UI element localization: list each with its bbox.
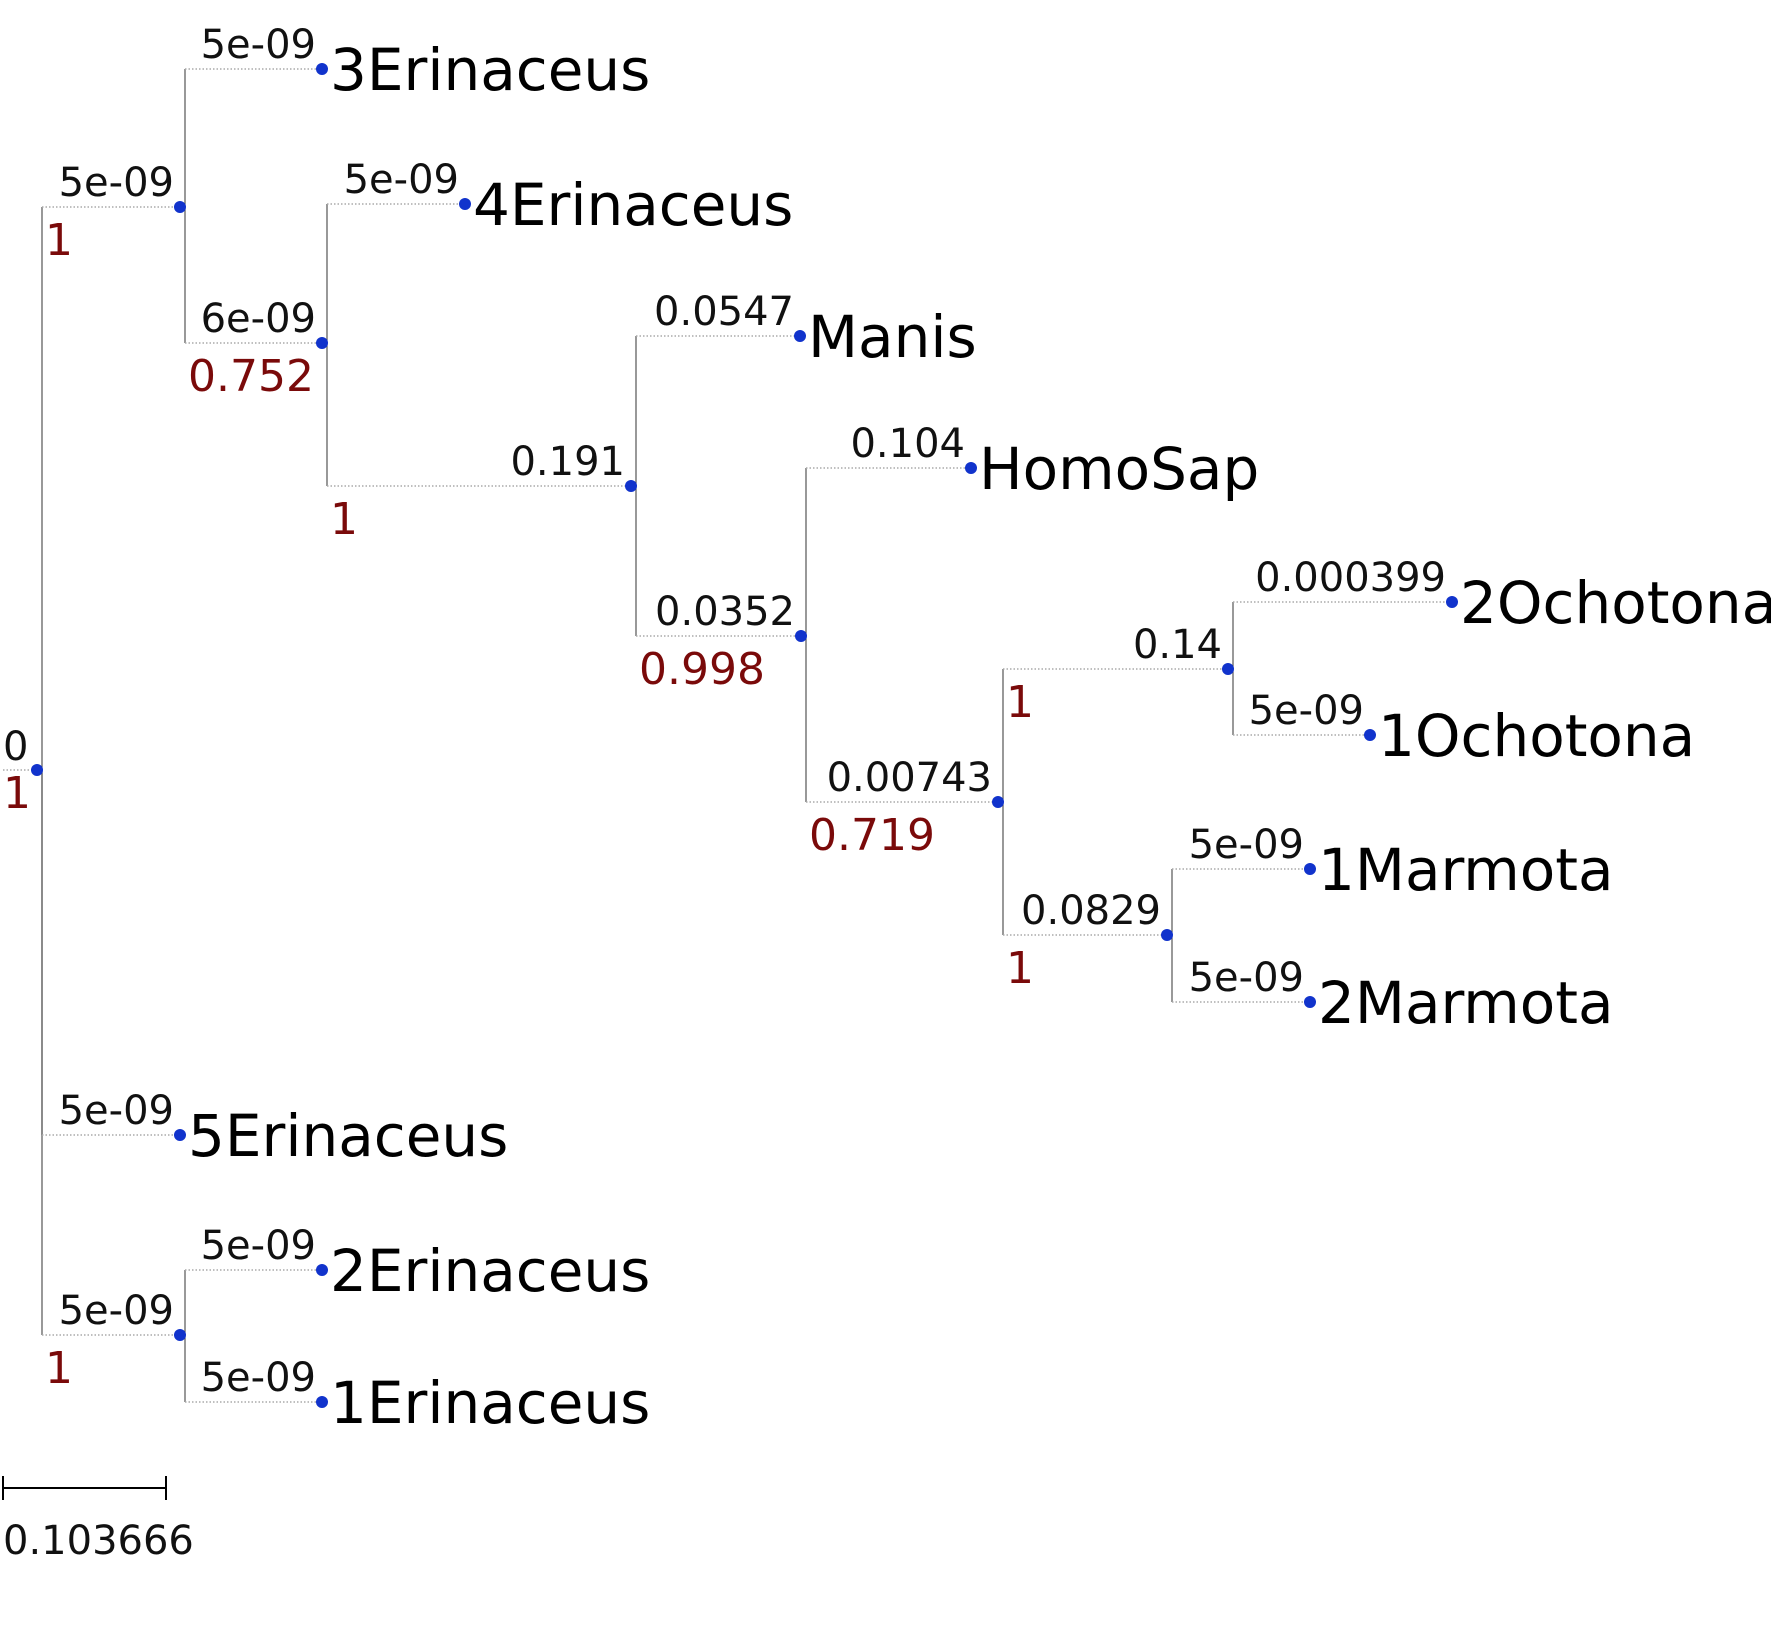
root-support: 1	[3, 768, 31, 819]
node-dot-n7	[1161, 929, 1173, 941]
node-dot-l3E	[316, 63, 328, 75]
branch-length-l1O: 5e-09	[1249, 688, 1364, 734]
support-n5: 0.719	[809, 810, 935, 861]
root-branch-length: 0	[3, 724, 28, 770]
leaf-label-lHom: HomoSap	[979, 435, 1259, 503]
support-n4: 0.998	[639, 644, 765, 695]
node-dot-l1M	[1304, 863, 1316, 875]
node-dot-l1E	[316, 1396, 328, 1408]
branch-length-l2M: 5e-09	[1189, 955, 1304, 1001]
tree-nodes	[31, 63, 1458, 1408]
node-dot-root	[31, 764, 43, 776]
node-dot-n2	[316, 337, 328, 349]
branch-length-l3E: 5e-09	[201, 22, 316, 68]
support-n8: 1	[45, 1343, 73, 1394]
branch-length-n4: 0.0352	[655, 589, 795, 635]
support-n7: 1	[1006, 943, 1034, 994]
scale-bar-value: 0.103666	[3, 1518, 194, 1564]
branch-length-l2O: 0.000399	[1255, 555, 1446, 601]
leaf-label-l4E: 4Erinaceus	[473, 171, 793, 239]
node-dot-l1O	[1364, 729, 1376, 741]
leaf-label-l1M: 1Marmota	[1318, 836, 1614, 904]
branch-length-l5E: 5e-09	[59, 1088, 174, 1134]
node-dot-n6	[1222, 663, 1234, 675]
leaf-label-l1O: 1Ochotona	[1378, 702, 1695, 770]
leaf-label-l3E: 3Erinaceus	[330, 36, 650, 104]
leaf-label-l2O: 2Ochotona	[1460, 569, 1771, 637]
branch-length-l1M: 5e-09	[1189, 822, 1304, 868]
support-n2: 0.752	[188, 351, 314, 402]
node-dot-l2O	[1446, 596, 1458, 608]
tree-labels: 015e-0916e-090.7520.19110.03520.9980.007…	[3, 22, 1771, 1437]
branch-length-n5: 0.00743	[827, 755, 992, 801]
branch-length-l4E: 5e-09	[344, 157, 459, 203]
branch-length-n2: 6e-09	[201, 296, 316, 342]
scale-bar: 0.103666	[2, 1476, 194, 1564]
leaf-label-l1E: 1Erinaceus	[330, 1369, 650, 1437]
branch-length-n8: 5e-09	[59, 1288, 174, 1334]
branch-length-l1E: 5e-09	[201, 1355, 316, 1401]
node-dot-n3	[625, 480, 637, 492]
leaf-label-l5E: 5Erinaceus	[188, 1102, 508, 1170]
leaf-label-lMan: Manis	[808, 303, 977, 371]
node-dot-n4	[795, 630, 807, 642]
branch-length-lMan: 0.0547	[654, 289, 794, 335]
support-n1: 1	[45, 215, 73, 266]
node-dot-n1	[174, 201, 186, 213]
node-dot-l2M	[1304, 996, 1316, 1008]
node-dot-lMan	[794, 330, 806, 342]
support-n3: 1	[330, 494, 358, 545]
branch-length-lHom: 0.104	[850, 421, 965, 467]
branch-length-n1: 5e-09	[59, 160, 174, 206]
node-dot-l5E	[174, 1129, 186, 1141]
branch-length-n6: 0.14	[1133, 622, 1222, 668]
leaf-label-l2E: 2Erinaceus	[330, 1237, 650, 1305]
branch-length-l2E: 5e-09	[201, 1223, 316, 1269]
node-dot-l4E	[459, 198, 471, 210]
node-dot-l2E	[316, 1264, 328, 1276]
branch-length-n3: 0.191	[510, 439, 625, 485]
support-n6: 1	[1006, 677, 1034, 728]
node-dot-n5	[992, 796, 1004, 808]
node-dot-lHom	[965, 462, 977, 474]
branch-length-n7: 0.0829	[1021, 888, 1161, 934]
node-dot-n8	[174, 1329, 186, 1341]
tree-branches	[3, 68, 1452, 1403]
leaf-label-l2M: 2Marmota	[1318, 969, 1614, 1037]
